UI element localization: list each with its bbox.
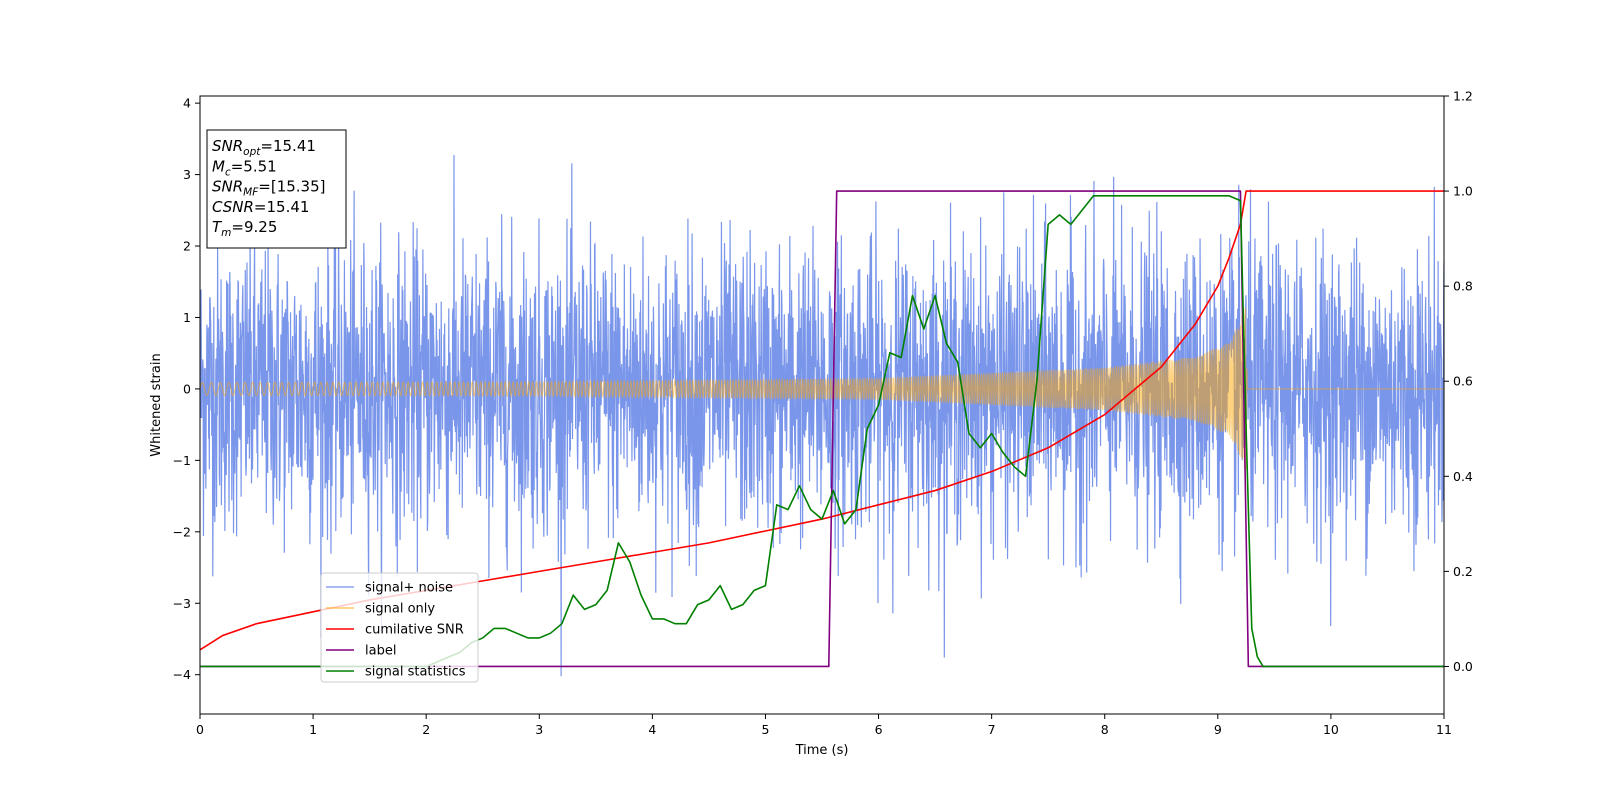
x-tick-label: 7 <box>988 722 996 737</box>
y2-tick-label: 0.6 <box>1453 374 1473 389</box>
info-line: CSNR=15.41 <box>212 198 309 216</box>
info-value: =15.41 <box>260 137 316 155</box>
info-symbol: T <box>212 218 223 236</box>
y-axis-label: Whitened strain <box>149 353 164 456</box>
info-line: SNRMF=[15.35] <box>212 178 326 199</box>
y-tick-label: −3 <box>173 596 191 611</box>
info-symbol: CSNR <box>212 198 254 216</box>
x-tick-label: 9 <box>1214 722 1222 737</box>
legend-entry: signal only <box>365 602 435 617</box>
y2-tick-label: 1.0 <box>1453 184 1473 199</box>
info-symbol: M <box>212 157 225 175</box>
x-tick-label: 2 <box>422 722 430 737</box>
axes-frame <box>199 95 1445 715</box>
series-signal-statistics-line <box>200 195 1444 668</box>
y-tick-label: 0 <box>183 381 191 396</box>
y2-tick-label: 1.2 <box>1453 89 1473 104</box>
y2-tick-label: 0.8 <box>1453 279 1473 294</box>
series-signal-only-line <box>200 308 1444 471</box>
x-tick-label: 11 <box>1436 722 1452 737</box>
x-tick-label: 1 <box>309 722 317 737</box>
info-subscript: MF <box>243 187 259 199</box>
info-symbol: SNR <box>212 137 243 155</box>
legend-entry: signal+ noise <box>365 581 453 596</box>
info-value: =[15.35] <box>258 178 325 196</box>
y-tick-label: 2 <box>183 239 191 254</box>
info-symbol: SNR <box>212 178 243 196</box>
info-value: =9.25 <box>231 218 277 236</box>
info-subscript: c <box>225 166 231 178</box>
x-tick-label: 4 <box>648 722 656 737</box>
info-box: SNRopt=15.41Mc=5.51SNRMF=[15.35]CSNR=15.… <box>206 129 347 249</box>
info-line: Mc=5.51 <box>212 157 277 178</box>
y2-tick-label: 0.4 <box>1453 469 1473 484</box>
info-line: SNRopt=15.41 <box>212 137 316 158</box>
x-tick-label: 0 <box>196 722 204 737</box>
info-subscript: opt <box>243 146 261 158</box>
y-tick-label: −2 <box>173 524 191 539</box>
y-tick-label: 3 <box>183 167 191 182</box>
y-tick-label: 1 <box>183 310 191 325</box>
legend-entry: cumilative SNR <box>365 623 464 638</box>
info-value: =5.51 <box>231 157 277 175</box>
y-tick-label: −1 <box>173 453 191 468</box>
y2-tick-label: 0.2 <box>1453 564 1473 579</box>
axis-ticks: 0 1 2 3 4 5 6 7 8 9 10 11 −4 −3 −2 −1 0 1 2 3 4 0.0 0.2 0.4 0.6 0… <box>173 89 1473 738</box>
x-tick-label: 6 <box>875 722 883 737</box>
y2-tick-label: 0.0 <box>1453 659 1473 674</box>
info-line: Tm=9.25 <box>212 218 277 239</box>
x-tick-label: 5 <box>761 722 769 737</box>
y-tick-label: −4 <box>173 667 191 682</box>
x-tick-label: 3 <box>535 722 543 737</box>
info-subscript: m <box>221 227 231 239</box>
legend-entry: signal statistics <box>365 665 466 680</box>
info-value: =15.41 <box>254 198 310 216</box>
legend-entry: label <box>365 644 396 659</box>
x-tick-label: 10 <box>1323 722 1339 737</box>
legend-frame <box>320 572 479 683</box>
legend: signal+ noise signal only cumilative SNR la… <box>320 572 479 683</box>
x-axis-label: Time (s) <box>795 743 849 758</box>
x-tick-label: 8 <box>1101 722 1109 737</box>
y-tick-label: 4 <box>183 96 191 111</box>
